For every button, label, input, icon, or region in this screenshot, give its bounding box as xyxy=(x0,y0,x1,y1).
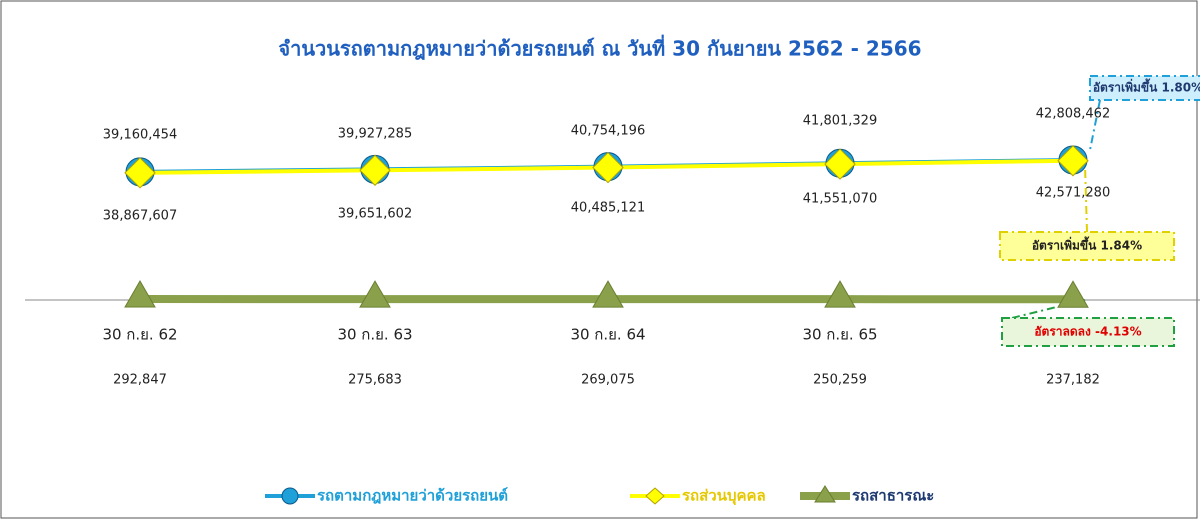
point-marker xyxy=(824,148,856,180)
point-marker xyxy=(1057,280,1089,308)
data-label: 41,551,070 xyxy=(803,192,877,207)
annotation: อัตราเพิ่มขึ้น 1.84% xyxy=(1032,236,1142,253)
data-label: 292,847 xyxy=(113,373,167,388)
point-marker xyxy=(824,280,856,308)
x-tick-label: 30 ก.ย. 64 xyxy=(570,326,645,344)
data-label: 42,571,280 xyxy=(1036,186,1110,201)
data-label: 275,683 xyxy=(348,373,402,388)
point-marker xyxy=(359,154,391,186)
data-label: 39,651,602 xyxy=(338,207,412,222)
annotation-box xyxy=(1089,75,1200,101)
legend-marker xyxy=(281,487,299,505)
legend-marker xyxy=(645,487,665,505)
data-label: 40,485,121 xyxy=(571,201,645,216)
chart-title: จำนวนรถตามกฎหมายว่าด้วยรถยนต์ ณ วันที่ 3… xyxy=(278,34,921,61)
x-tick-label: 30 ก.ย. 65 xyxy=(802,326,877,344)
leader-line xyxy=(1089,99,1101,151)
data-label: 250,259 xyxy=(813,373,867,388)
legend-marker xyxy=(814,485,836,503)
annotation-box xyxy=(999,231,1175,261)
data-label: 41,801,329 xyxy=(803,114,877,129)
data-label: 40,754,196 xyxy=(571,124,645,139)
annotation: อัตราเพิ่มขึ้น 1.80% xyxy=(1093,78,1200,95)
point-marker xyxy=(359,280,391,308)
annotation: อัตราลดลง -4.13% xyxy=(1034,325,1141,339)
data-label: 38,867,607 xyxy=(103,209,177,224)
point-marker xyxy=(124,157,156,189)
data-label: 42,808,462 xyxy=(1036,107,1110,122)
legend-label: รถตามกฎหมายว่าด้วยรถยนต์ xyxy=(317,487,508,505)
point-marker xyxy=(592,280,624,308)
legend-label: รถส่วนบุคคล xyxy=(682,487,766,506)
point-marker xyxy=(1057,145,1089,177)
annotation-box xyxy=(1001,317,1175,347)
leader-line xyxy=(1084,164,1088,233)
x-tick-label: 30 ก.ย. 62 xyxy=(102,326,177,344)
point-marker xyxy=(124,280,156,308)
data-label: 237,182 xyxy=(1046,373,1100,388)
legend-label: รถสาธารณะ xyxy=(852,487,934,505)
point-marker xyxy=(592,151,624,184)
data-label: 269,075 xyxy=(581,373,635,388)
x-tick-label: 30 ก.ย. 63 xyxy=(337,326,412,344)
data-label: 39,160,454 xyxy=(103,128,177,143)
data-label: 39,927,285 xyxy=(338,127,412,142)
leader-line xyxy=(1011,299,1086,319)
